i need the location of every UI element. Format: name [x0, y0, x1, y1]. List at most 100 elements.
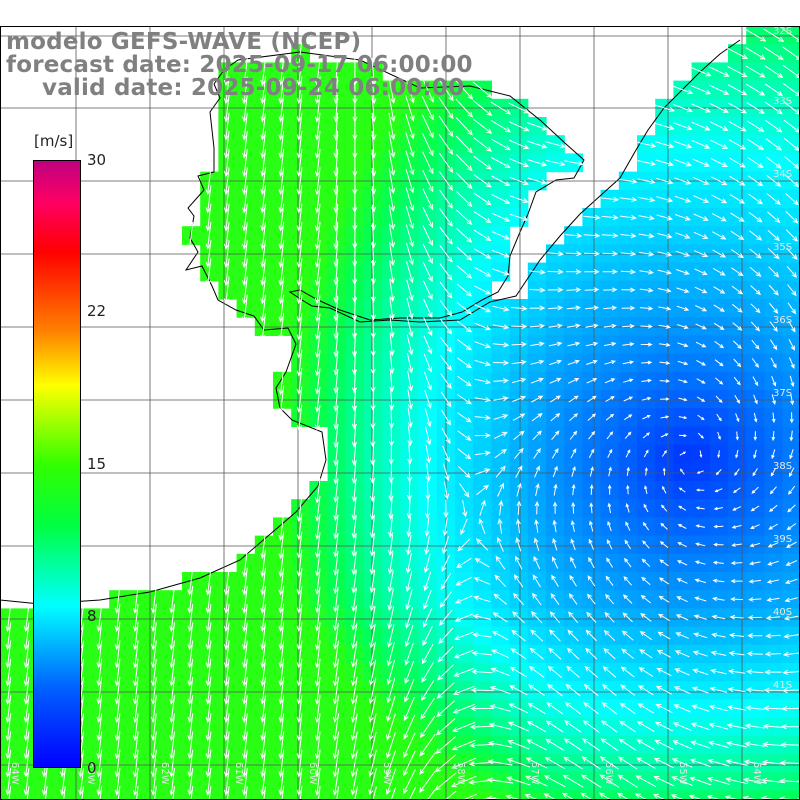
wind-arrow — [548, 341, 563, 347]
wind-arrow — [457, 394, 472, 405]
wind-arrow — [422, 262, 433, 283]
wind-arrow — [454, 613, 473, 622]
wind-arrow — [508, 121, 530, 132]
wind-arrow — [388, 516, 394, 538]
wind-arrow — [260, 567, 266, 596]
wind-arrow — [586, 611, 597, 623]
wind-arrow — [296, 495, 303, 523]
wind-arrow — [314, 749, 321, 778]
wind-arrow — [624, 539, 632, 550]
wind-arrow — [405, 187, 415, 212]
wind-arrow — [769, 486, 777, 495]
wind-arrow — [492, 612, 508, 623]
wind-arrow — [350, 768, 358, 796]
wind-arrow — [456, 265, 473, 279]
wind-arrow — [406, 480, 413, 501]
wind-arrow — [711, 212, 727, 222]
wind-arrow — [509, 213, 529, 222]
wind-arrow — [642, 521, 650, 531]
wind-arrow — [332, 695, 340, 723]
wind-arrow — [782, 82, 800, 97]
wind-arrow — [672, 104, 693, 113]
wind-arrow — [750, 285, 761, 296]
wind-arrow — [764, 65, 784, 79]
wind-arrow — [278, 149, 285, 177]
wind-arrow — [694, 286, 708, 294]
wind-arrow — [762, 741, 784, 748]
wind-arrow — [699, 450, 703, 458]
wind-arrow — [278, 658, 285, 687]
wind-arrow — [333, 514, 339, 540]
wind-arrow — [169, 695, 175, 723]
wind-arrow — [278, 258, 285, 287]
wind-arrow — [388, 223, 396, 249]
wind-arrow — [505, 776, 531, 786]
wind-arrow — [457, 375, 472, 387]
wind-arrow — [622, 612, 633, 623]
wind-arrow — [673, 122, 693, 131]
wind-arrow — [765, 119, 783, 133]
wind-arrow — [492, 360, 510, 366]
wind-arrow — [491, 212, 511, 222]
wind-arrow — [278, 640, 285, 669]
wind-arrow — [516, 482, 522, 497]
wind-arrow — [674, 650, 690, 658]
wind-speed-cell — [382, 790, 401, 800]
wind-arrow — [469, 724, 494, 730]
wind-arrow — [456, 191, 473, 208]
wind-arrow — [545, 720, 564, 733]
wind-arrow — [529, 647, 544, 660]
wind-arrow — [732, 487, 741, 494]
wind-arrow — [690, 740, 711, 749]
wind-arrow — [692, 195, 710, 203]
wind-arrow — [406, 498, 412, 520]
wind-arrow — [570, 538, 576, 551]
wind-arrow — [601, 232, 619, 239]
wind-arrow — [389, 297, 395, 321]
latitude-label: 33S — [773, 96, 792, 107]
wind-arrow — [748, 211, 763, 223]
wind-arrow — [785, 560, 798, 566]
wind-arrow — [443, 499, 449, 519]
wind-arrow — [405, 589, 413, 611]
wind-arrow — [114, 767, 121, 796]
wind-arrow — [260, 276, 266, 305]
wind-arrow — [487, 740, 512, 748]
wind-arrow — [78, 767, 84, 796]
wind-arrow — [786, 247, 798, 260]
longitude-label: 61W — [233, 762, 244, 785]
wind-arrow — [369, 606, 376, 631]
wind-arrow — [497, 482, 504, 497]
wind-arrow — [676, 269, 690, 275]
wind-arrow — [728, 102, 747, 114]
wind-arrow — [314, 550, 321, 577]
wind-arrow — [474, 285, 492, 295]
wind-arrow — [708, 722, 729, 730]
wind-arrow — [78, 749, 84, 778]
wind-arrow — [369, 570, 376, 594]
wind-arrow — [753, 431, 758, 441]
wind-arrow — [23, 604, 30, 632]
wind-arrow — [768, 266, 780, 278]
wind-arrow — [790, 393, 795, 406]
wind-arrow — [386, 677, 396, 704]
wind-arrow — [743, 759, 766, 766]
wind-arrow — [678, 487, 686, 493]
wind-arrow — [493, 414, 509, 420]
wind-arrow — [389, 278, 395, 303]
wind-arrow — [332, 713, 340, 742]
wind-arrow — [641, 378, 652, 383]
wind-arrow — [586, 395, 597, 403]
wind-arrow — [455, 117, 473, 136]
wind-arrow — [242, 112, 248, 141]
wind-arrow — [766, 597, 780, 602]
wind-arrow — [513, 430, 525, 440]
wind-arrow — [387, 624, 395, 649]
wind-arrow — [422, 188, 434, 211]
wind-arrow — [568, 395, 579, 403]
wind-arrow — [658, 324, 672, 329]
wind-arrow — [748, 579, 761, 584]
wind-arrow — [566, 647, 580, 660]
wind-arrow — [223, 112, 230, 141]
wind-arrow — [405, 95, 415, 122]
